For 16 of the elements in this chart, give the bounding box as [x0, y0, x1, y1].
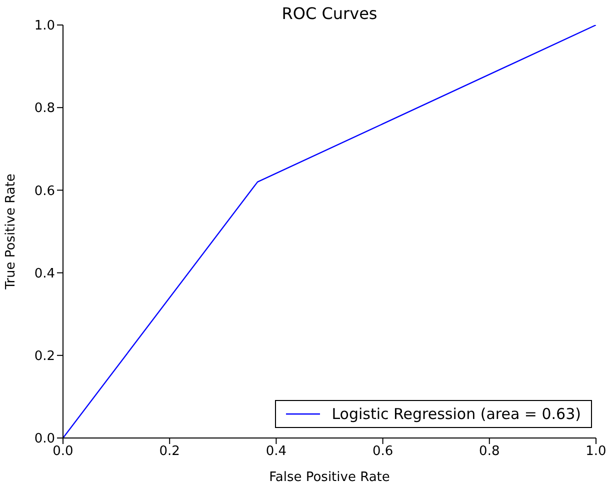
- x-tick-label: 0.8: [479, 444, 500, 460]
- x-tick-label: 0.0: [52, 444, 74, 460]
- y-axis-title: True Positive Rate: [4, 174, 19, 290]
- chart-title: ROC Curves: [280, 4, 378, 23]
- x-axis-title: False Positive Rate: [269, 470, 390, 483]
- y-tick-label: 0.4: [34, 266, 55, 282]
- y-tick-label: 0.0: [34, 432, 55, 447]
- x-tick-label: 0.4: [266, 444, 287, 460]
- legend-label: Logistic Regression (area = 0.63): [332, 405, 581, 423]
- y-tick-label: 1.0: [34, 18, 55, 34]
- y-tick-label: 0.6: [34, 184, 55, 199]
- y-tick-label: 0.8: [34, 101, 55, 116]
- x-tick-label: 1.0: [586, 444, 606, 460]
- x-tick-label: 0.6: [372, 444, 394, 460]
- y-tick-label: 0.2: [34, 349, 55, 364]
- x-tick-label: 0.2: [159, 444, 180, 460]
